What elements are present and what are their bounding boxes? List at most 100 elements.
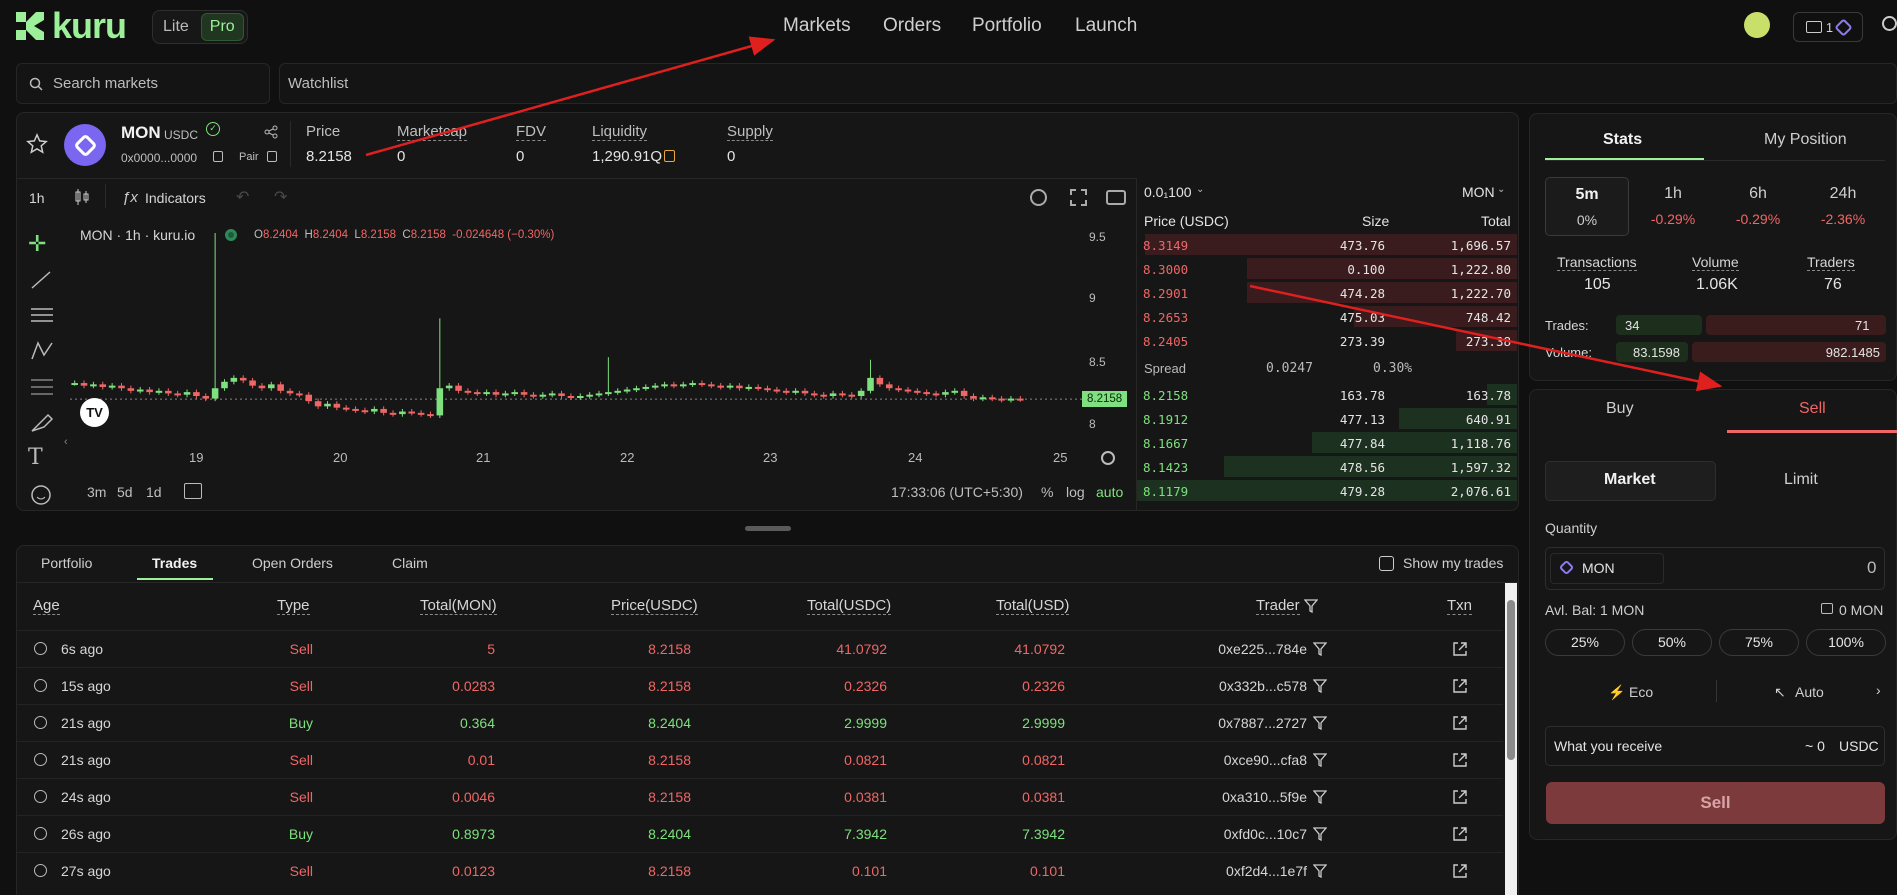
- bid-row[interactable]: 8.1667 477.84 1,118.76: [1137, 431, 1517, 455]
- range-1d[interactable]: 1d: [146, 484, 162, 500]
- tab-open-orders[interactable]: Open Orders: [252, 555, 333, 571]
- ask-row[interactable]: 8.2901 474.28 1,222.70: [1137, 281, 1517, 305]
- table-row[interactable]: 21s ago Sell 0.01 8.2158 0.0821 0.0821 0xce90.…: [17, 741, 1503, 778]
- brush-tool-icon[interactable]: [28, 411, 56, 435]
- filter-trader-icon[interactable]: [1313, 753, 1327, 767]
- col-total-usdc[interactable]: Total(USDC): [807, 597, 892, 615]
- sell-tab[interactable]: Sell: [1799, 400, 1826, 417]
- scrollbar-thumb[interactable]: [1507, 600, 1515, 760]
- trendline-tool-icon[interactable]: [28, 268, 56, 292]
- period-24h-button[interactable]: 24h -2.36%: [1801, 177, 1885, 236]
- external-link-icon[interactable]: [1452, 826, 1468, 842]
- fib-tool-icon[interactable]: [28, 375, 56, 399]
- token-selector[interactable]: [1550, 553, 1664, 584]
- col-type[interactable]: Type: [277, 597, 310, 615]
- tab-claim[interactable]: Claim: [392, 555, 428, 571]
- ask-row[interactable]: 8.3000 0.100 1,222.80: [1137, 257, 1517, 281]
- crosshair-tool-icon[interactable]: ✛: [28, 231, 47, 256]
- tab-stats[interactable]: Stats: [1603, 131, 1643, 148]
- copy-address-icon[interactable]: [213, 151, 223, 162]
- period-6h-button[interactable]: 6h -0.29%: [1716, 177, 1800, 236]
- tradingview-logo[interactable]: TV: [80, 398, 109, 427]
- market-order-tab[interactable]: [1545, 461, 1716, 501]
- col-total-mon[interactable]: Total(MON): [420, 597, 497, 615]
- pattern-tool-icon[interactable]: [28, 339, 56, 363]
- external-link-icon[interactable]: [1452, 641, 1468, 657]
- kuru-logo[interactable]: kuru: [14, 8, 127, 44]
- tick-size-select[interactable]: 0.0₁100: [1144, 184, 1192, 200]
- external-link-icon[interactable]: [1452, 863, 1468, 879]
- horizontal-lines-tool-icon[interactable]: [28, 303, 56, 327]
- filter-trader-icon[interactable]: [1313, 864, 1327, 878]
- filter-trader-icon[interactable]: [1313, 716, 1327, 730]
- price-chart[interactable]: [70, 220, 1082, 440]
- tab-trades[interactable]: Trades: [152, 555, 198, 571]
- percent-25-button[interactable]: 25%: [1545, 629, 1625, 656]
- buy-tab[interactable]: Buy: [1606, 400, 1634, 417]
- wallet-button[interactable]: 1: [1793, 12, 1863, 42]
- tab-my-position[interactable]: My Position: [1764, 131, 1847, 148]
- ask-row[interactable]: 8.2653 475.03 748.42: [1137, 305, 1517, 329]
- gas-chevron-right-icon[interactable]: ›: [1876, 682, 1881, 698]
- chart-settings-icon[interactable]: [1030, 189, 1047, 206]
- bid-row[interactable]: 8.2158 163.78 163.78: [1137, 383, 1517, 407]
- col-age[interactable]: Age: [33, 597, 60, 615]
- avatar[interactable]: [1744, 12, 1770, 38]
- redo-icon[interactable]: ↷: [274, 189, 288, 206]
- log-scale-toggle[interactable]: log: [1066, 484, 1085, 500]
- range-3m[interactable]: 3m: [87, 484, 107, 500]
- external-link-icon[interactable]: [1452, 789, 1468, 805]
- col-txn[interactable]: Txn: [1447, 597, 1473, 615]
- filter-trader-icon[interactable]: [1313, 679, 1327, 693]
- axis-settings-icon[interactable]: [1101, 451, 1115, 465]
- filter-trader-icon[interactable]: [1313, 642, 1327, 656]
- range-5d[interactable]: 5d: [117, 484, 133, 500]
- external-link-icon[interactable]: [1452, 752, 1468, 768]
- mode-pro-option[interactable]: Pro: [200, 13, 244, 41]
- col-price[interactable]: Price(USDC): [611, 597, 698, 615]
- auto-scale-toggle[interactable]: auto: [1096, 484, 1124, 500]
- percent-50-button[interactable]: 50%: [1632, 629, 1712, 656]
- bid-row[interactable]: 8.1912 477.13 640.91: [1137, 407, 1517, 431]
- bid-row[interactable]: 8.1423 478.56 1,597.32: [1137, 455, 1517, 479]
- show-my-trades-checkbox[interactable]: [1379, 556, 1394, 571]
- scroll-left-icon[interactable]: ‹: [64, 436, 68, 448]
- col-trader[interactable]: Trader: [1256, 597, 1300, 615]
- table-row[interactable]: 15s ago Sell 0.0283 8.2158 0.2326 0.2326 0x332…: [17, 667, 1503, 704]
- settings-gear-icon[interactable]: [1882, 16, 1897, 31]
- indicators-button[interactable]: Indicators: [145, 190, 206, 206]
- orderbook-base-select[interactable]: MON: [1462, 184, 1495, 200]
- resize-handle[interactable]: [745, 526, 791, 531]
- favorite-star-icon[interactable]: [26, 133, 48, 155]
- timeframe-button[interactable]: 1h: [29, 190, 45, 206]
- eco-mode-button[interactable]: Eco: [1629, 684, 1654, 700]
- undo-icon[interactable]: ↶: [236, 189, 250, 206]
- period-5m-button[interactable]: 5m 0%: [1545, 177, 1629, 236]
- limit-order-tab[interactable]: Limit: [1784, 471, 1818, 488]
- filter-trader-icon[interactable]: [1313, 827, 1327, 841]
- mode-toggle[interactable]: Lite Pro: [152, 10, 248, 44]
- sell-submit-button[interactable]: Sell: [1546, 782, 1885, 824]
- nav-portfolio[interactable]: Portfolio: [972, 15, 1042, 36]
- share-icon[interactable]: [264, 125, 278, 139]
- percent-scale-toggle[interactable]: %: [1041, 484, 1054, 500]
- watchlist-bar[interactable]: Watchlist: [279, 63, 1897, 104]
- nav-markets[interactable]: Markets: [783, 15, 851, 36]
- candle-type-icon[interactable]: [74, 188, 90, 206]
- bid-row[interactable]: 8.1179 479.28 2,076.61: [1137, 479, 1517, 503]
- filter-trader-icon[interactable]: [1313, 790, 1327, 804]
- tab-portfolio[interactable]: Portfolio: [41, 555, 93, 571]
- table-row[interactable]: 27s ago Sell 0.0123 8.2158 0.101 0.101 0xf2d4.…: [17, 852, 1503, 889]
- nav-launch[interactable]: Launch: [1075, 15, 1138, 36]
- trader-filter-icon[interactable]: [1304, 599, 1318, 613]
- external-link-icon[interactable]: [1452, 678, 1468, 694]
- search-markets-input[interactable]: Search markets: [16, 63, 270, 104]
- fullscreen-icon[interactable]: [1070, 189, 1087, 206]
- period-1h-button[interactable]: 1h -0.29%: [1631, 177, 1715, 236]
- quantity-input[interactable]: [1545, 547, 1885, 590]
- nav-orders[interactable]: Orders: [883, 15, 942, 36]
- copy-pair-icon[interactable]: [267, 151, 277, 162]
- ask-row[interactable]: 8.3149 473.76 1,696.57: [1137, 233, 1517, 257]
- percent-100-button[interactable]: 100%: [1806, 629, 1886, 656]
- mode-lite-option[interactable]: Lite: [163, 18, 189, 35]
